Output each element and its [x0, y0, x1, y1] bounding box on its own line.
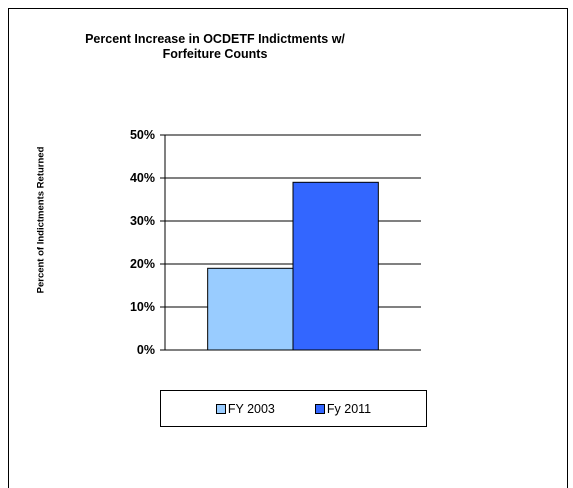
- bar-fy-2011: [292, 181, 379, 351]
- bar-fy-2003: [207, 267, 294, 351]
- legend-swatch-fy2011: [314, 403, 325, 414]
- legend-label-fy2011: Fy 2011: [326, 401, 372, 416]
- chart-title: Percent Increase in OCDETF Indictments w…: [85, 32, 345, 61]
- y-tick-label: 0%: [137, 343, 155, 357]
- legend-item-fy2011: Fy 2011: [314, 401, 372, 416]
- y-tick-label: 20%: [130, 257, 155, 271]
- y-tick-label: 30%: [130, 214, 155, 228]
- legend-item-fy2003: FY 2003: [215, 401, 275, 416]
- chart-frame: [8, 8, 568, 488]
- y-tick-label: 10%: [130, 300, 155, 314]
- legend: FY 2003 Fy 2011: [160, 390, 427, 427]
- legend-label-fy2003: FY 2003: [227, 401, 275, 416]
- y-tick-label: 50%: [130, 128, 155, 142]
- y-tick-label: 40%: [130, 171, 155, 185]
- legend-swatch-fy2003: [215, 403, 226, 414]
